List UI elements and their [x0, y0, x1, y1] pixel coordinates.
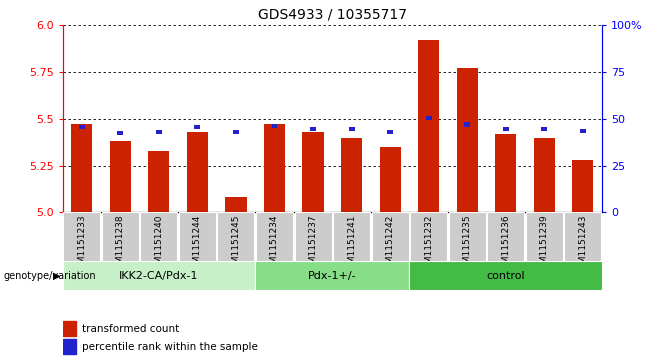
- Bar: [148, 151, 170, 212]
- Bar: [542, 127, 547, 131]
- Bar: [156, 130, 162, 134]
- Text: GSM1151236: GSM1151236: [501, 215, 510, 275]
- Text: GSM1151235: GSM1151235: [463, 215, 472, 275]
- Bar: [63, 261, 255, 290]
- Bar: [63, 321, 76, 336]
- Bar: [418, 40, 440, 212]
- Text: Pdx-1+/-: Pdx-1+/-: [308, 271, 357, 281]
- Text: GSM1151243: GSM1151243: [578, 215, 588, 275]
- Text: genotype/variation: genotype/variation: [3, 271, 96, 281]
- Bar: [217, 212, 255, 290]
- Bar: [410, 212, 447, 290]
- Bar: [534, 138, 555, 212]
- Text: IKK2-CA/Pdx-1: IKK2-CA/Pdx-1: [119, 271, 199, 281]
- Text: GSM1151240: GSM1151240: [155, 215, 163, 275]
- Bar: [187, 132, 208, 212]
- Bar: [465, 122, 470, 127]
- Bar: [195, 125, 200, 129]
- Bar: [372, 212, 409, 290]
- Bar: [233, 130, 239, 134]
- Bar: [140, 212, 178, 290]
- Bar: [495, 134, 517, 212]
- Bar: [117, 131, 123, 135]
- Bar: [565, 212, 601, 290]
- Bar: [333, 212, 370, 290]
- Text: GSM1151245: GSM1151245: [232, 215, 240, 275]
- Bar: [71, 125, 92, 212]
- Bar: [179, 212, 216, 290]
- Bar: [256, 212, 293, 290]
- Bar: [79, 125, 85, 129]
- Title: GDS4933 / 10355717: GDS4933 / 10355717: [258, 8, 407, 21]
- Bar: [526, 212, 563, 290]
- Bar: [426, 116, 432, 120]
- Text: GSM1151233: GSM1151233: [77, 215, 86, 275]
- Bar: [349, 127, 355, 131]
- Text: GSM1151234: GSM1151234: [270, 215, 279, 275]
- Text: transformed count: transformed count: [82, 323, 180, 334]
- Bar: [457, 68, 478, 212]
- Bar: [255, 261, 409, 290]
- Text: GSM1151237: GSM1151237: [309, 215, 318, 275]
- Bar: [63, 339, 76, 354]
- Bar: [409, 261, 602, 290]
- Bar: [341, 138, 362, 212]
- Text: GSM1151241: GSM1151241: [347, 215, 356, 275]
- Bar: [387, 130, 393, 134]
- Bar: [487, 212, 524, 290]
- Bar: [225, 197, 247, 212]
- Bar: [580, 129, 586, 133]
- Bar: [295, 212, 332, 290]
- Bar: [310, 127, 316, 131]
- Text: control: control: [486, 271, 525, 281]
- Bar: [572, 160, 594, 212]
- Bar: [272, 124, 278, 129]
- Bar: [102, 212, 139, 290]
- Text: GSM1151244: GSM1151244: [193, 215, 202, 275]
- Bar: [380, 147, 401, 212]
- Text: percentile rank within the sample: percentile rank within the sample: [82, 342, 258, 352]
- Bar: [264, 125, 285, 212]
- Text: GSM1151242: GSM1151242: [386, 215, 395, 275]
- Bar: [110, 141, 131, 212]
- Text: GSM1151238: GSM1151238: [116, 215, 125, 275]
- Bar: [303, 132, 324, 212]
- Bar: [63, 212, 100, 290]
- Bar: [503, 127, 509, 131]
- Text: GSM1151239: GSM1151239: [540, 215, 549, 275]
- Bar: [449, 212, 486, 290]
- Text: ▶: ▶: [53, 271, 60, 281]
- Text: GSM1151232: GSM1151232: [424, 215, 433, 275]
